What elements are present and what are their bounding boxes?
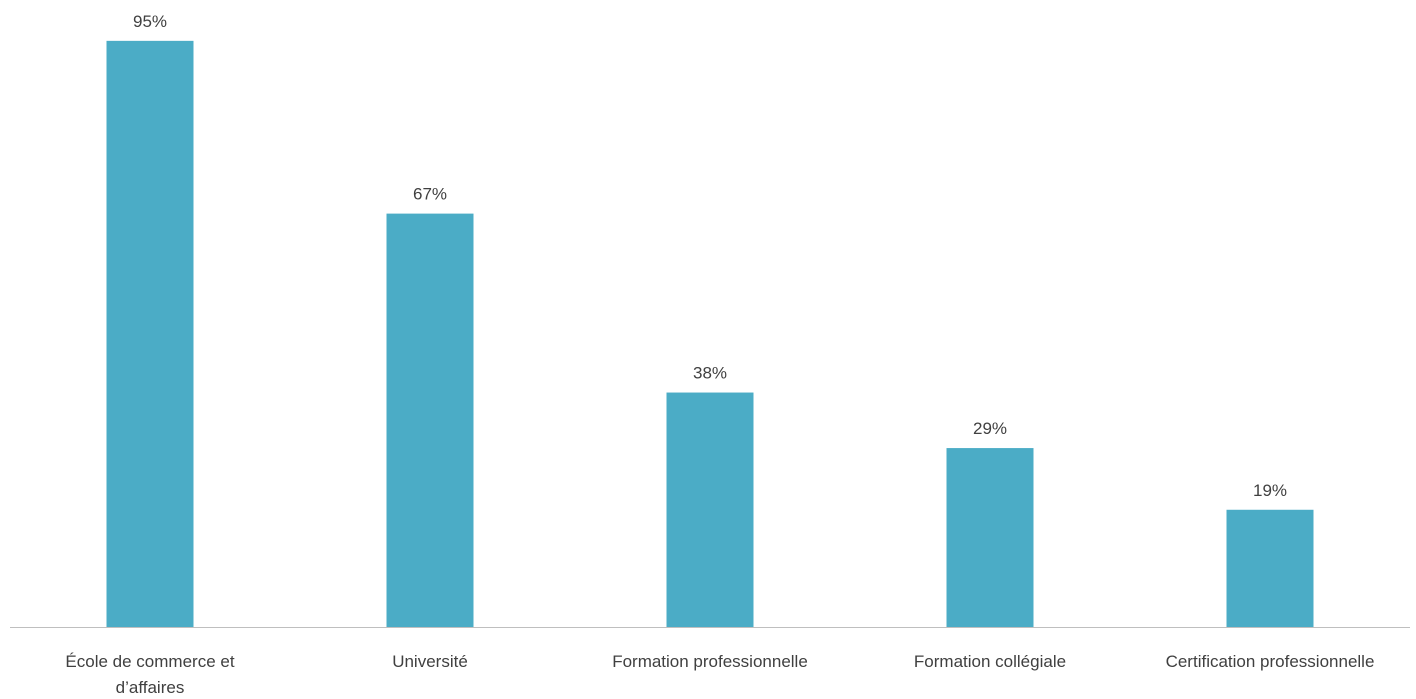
bar-3 [946,448,1034,627]
category-label-0-line-1: d’affaires [116,678,185,697]
category-label-3: Formation collégiale [914,652,1066,671]
data-label-2: 38% [693,364,727,383]
category-label-2: Formation professionnelle [612,652,808,671]
data-label-0: 95% [133,12,167,31]
data-label-1: 67% [413,185,447,204]
bar-4 [1226,509,1314,627]
category-label-4: Certification professionnelle [1166,652,1375,671]
category-label-1: Université [392,652,468,671]
bar-0 [106,40,194,628]
value-labels-group: 95% 67% 38% 29% 19% [133,12,1287,500]
category-label-0-line-0: École de commerce et [65,652,234,671]
bar-1 [386,213,474,628]
category-labels-group: École de commerce et d’affaires Université… [65,652,1374,697]
data-label-4: 19% [1253,481,1287,500]
bars-group [106,40,1314,628]
data-label-3: 29% [973,419,1007,438]
bar-2 [666,392,754,627]
